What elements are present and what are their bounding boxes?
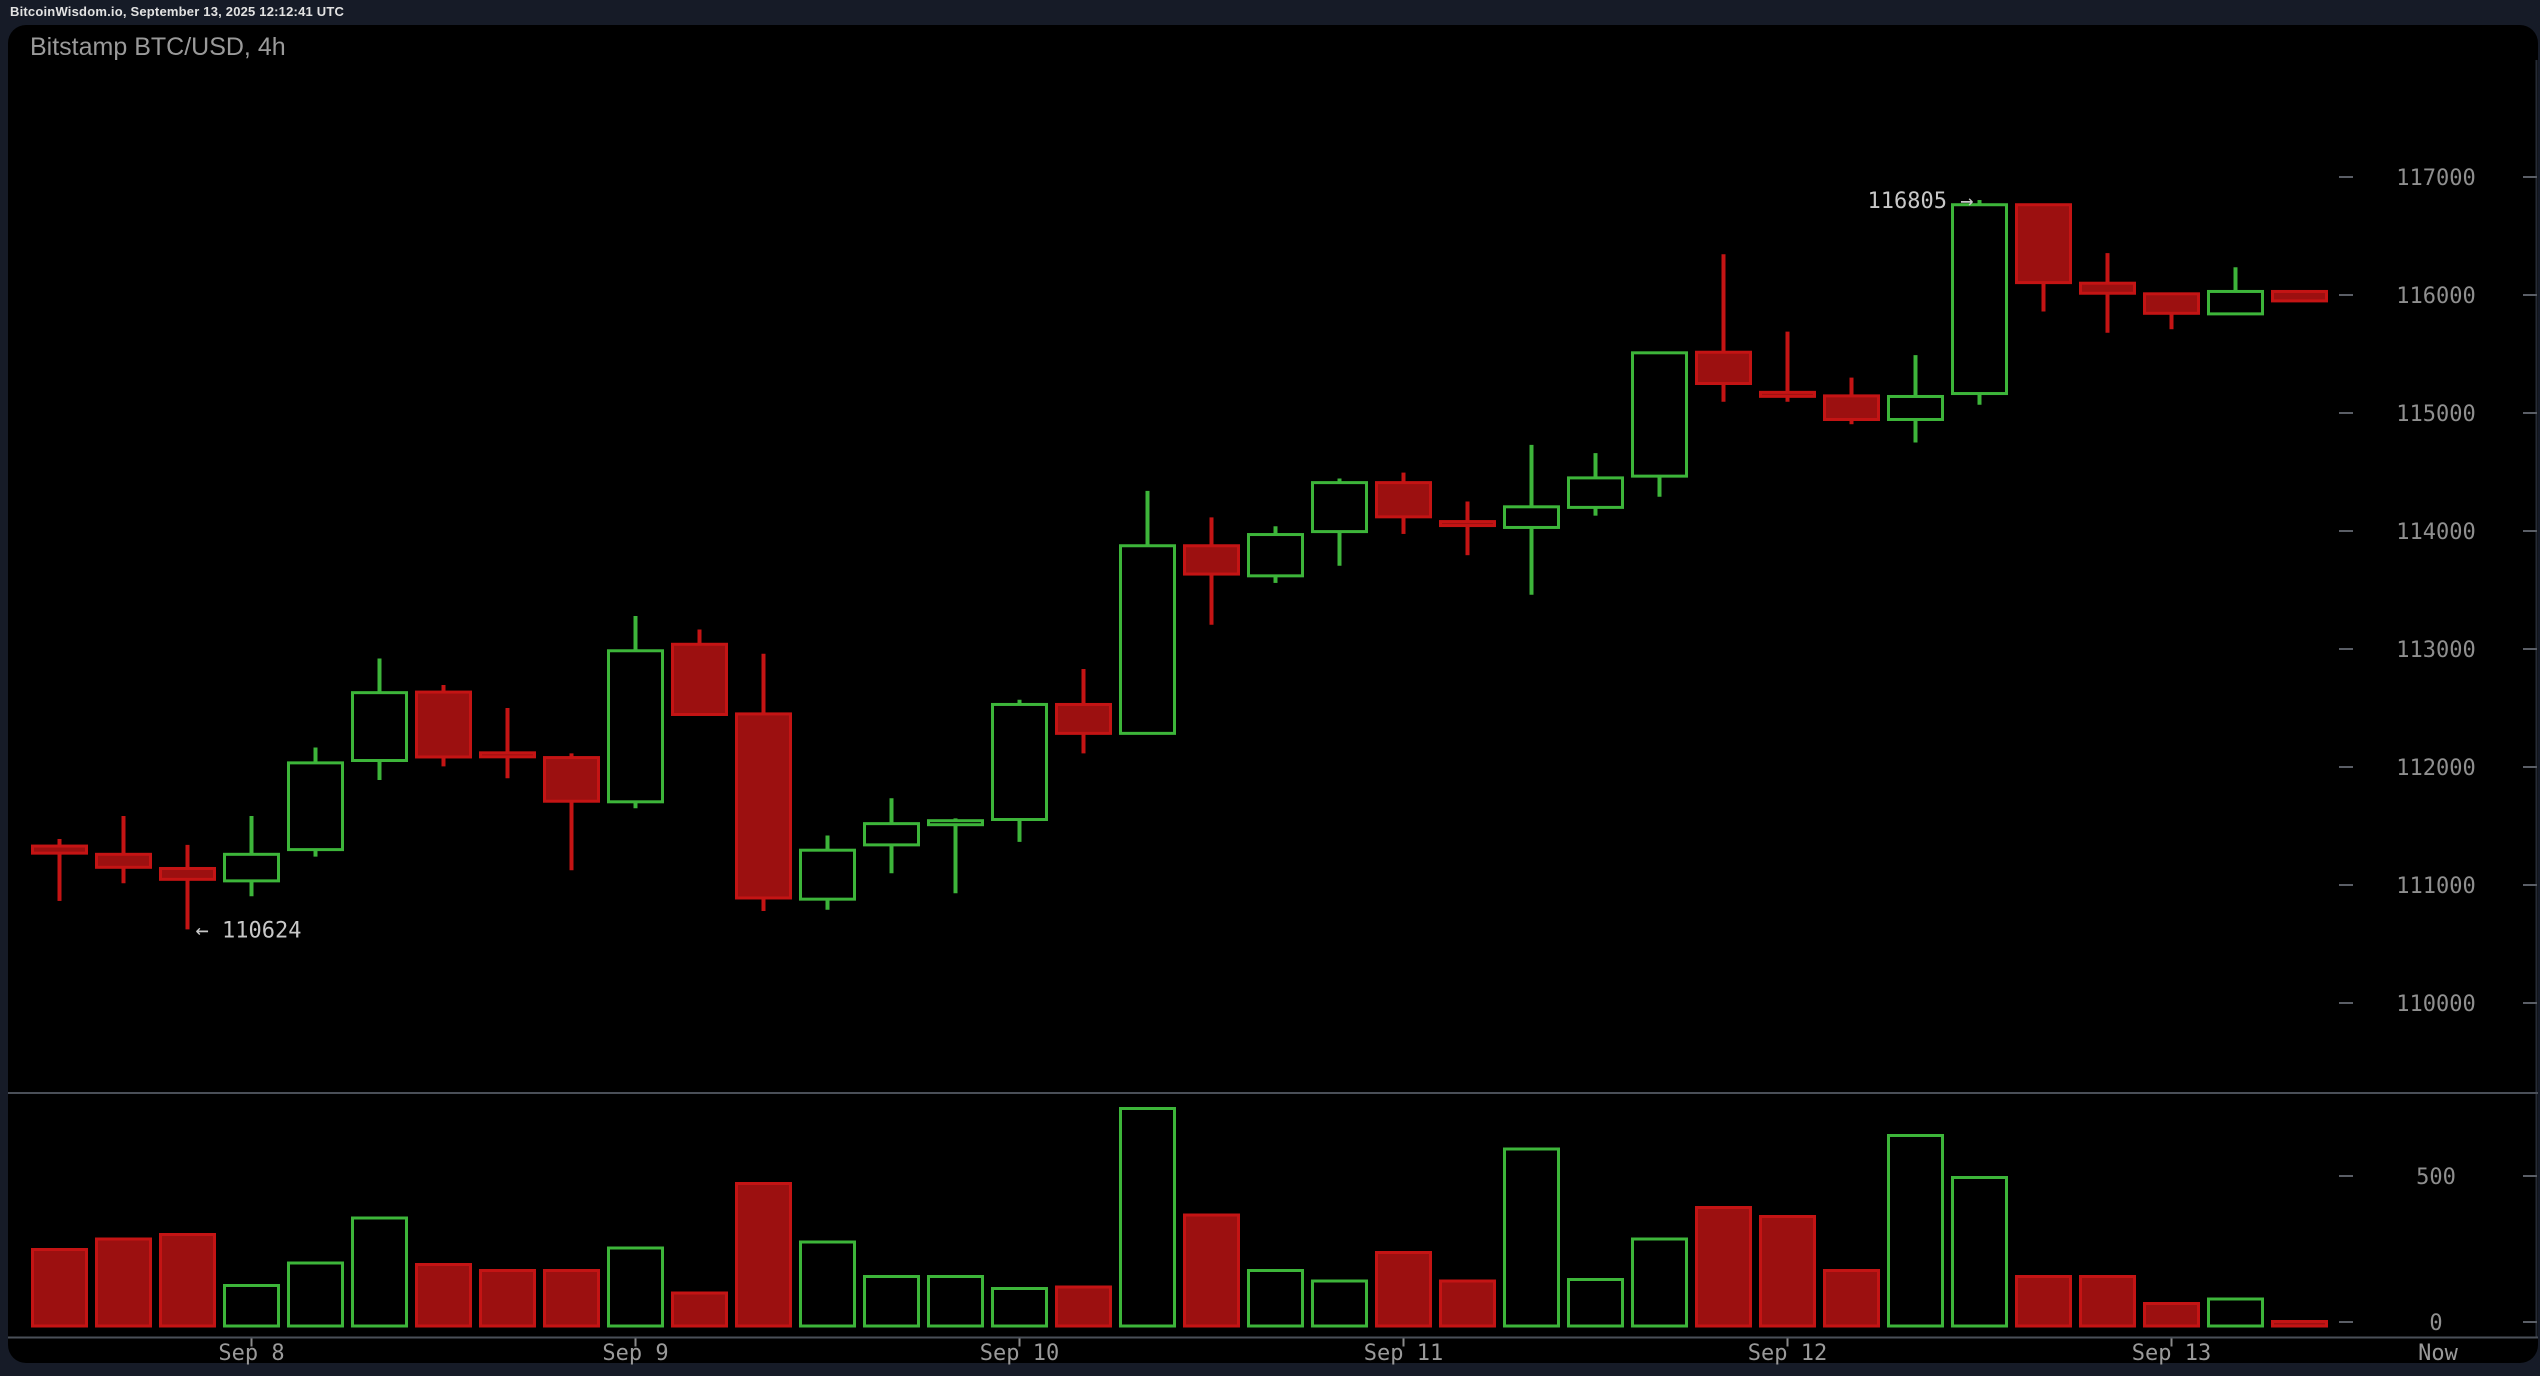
candle-body[interactable] [671, 642, 728, 716]
volume-bar[interactable] [1631, 1237, 1688, 1328]
volume-axis-label: 0 [2429, 1311, 2442, 1336]
volume-bar[interactable] [927, 1275, 984, 1328]
volume-bar[interactable] [863, 1275, 920, 1328]
volume-bar[interactable] [1055, 1285, 1112, 1328]
volume-bar[interactable] [479, 1269, 536, 1328]
volume-bar[interactable] [223, 1284, 280, 1328]
volume-bar[interactable] [2079, 1275, 2136, 1328]
candle-body[interactable] [1759, 390, 1816, 398]
candle-body[interactable] [607, 649, 664, 804]
date-label: Sep 12 [1748, 1341, 1827, 1366]
candle-body[interactable] [287, 761, 344, 852]
volume-bar[interactable] [1311, 1279, 1368, 1328]
price-axis-label: 112000 [2396, 756, 2475, 781]
candle-body[interactable] [1503, 505, 1560, 529]
date-label: Sep 11 [1364, 1341, 1443, 1366]
volume-bar[interactable] [159, 1233, 216, 1328]
volume-bar[interactable] [287, 1261, 344, 1328]
date-label: Sep 13 [2132, 1341, 2211, 1366]
volume-bar[interactable] [735, 1182, 792, 1328]
candle-body[interactable] [1823, 394, 1880, 421]
candle-body[interactable] [1055, 702, 1112, 735]
price-annotation: 116805 → [1868, 189, 1974, 214]
volume-bar[interactable] [1503, 1147, 1560, 1328]
volume-bar[interactable] [351, 1216, 408, 1328]
candle-body[interactable] [31, 844, 88, 855]
candle-body[interactable] [1375, 481, 1432, 519]
candle-body[interactable] [2271, 289, 2328, 303]
volume-bar[interactable] [95, 1237, 152, 1328]
volume-bar[interactable] [1695, 1206, 1752, 1328]
volume-bar[interactable] [1375, 1251, 1432, 1328]
price-annotation: ← 110624 [196, 918, 302, 943]
volume-bar[interactable] [2271, 1320, 2328, 1328]
volume-bar[interactable] [1567, 1278, 1624, 1328]
site-header-status-line: BitcoinWisdom.io, September 13, 2025 12:… [10, 4, 345, 19]
volume-bar[interactable] [1119, 1107, 1176, 1328]
chart-title: Bitstamp BTC/USD, 4h [30, 33, 286, 61]
candle-body[interactable] [735, 712, 792, 900]
candle-body[interactable] [1567, 476, 1624, 509]
price-axis-label: 117000 [2396, 166, 2475, 191]
price-axis-label: 113000 [2396, 638, 2475, 663]
candle-body[interactable] [799, 848, 856, 901]
date-label: Sep 10 [980, 1341, 1059, 1366]
volume-bar[interactable] [543, 1269, 600, 1328]
candle-body[interactable] [1439, 520, 1496, 528]
candle-body[interactable] [2207, 289, 2264, 316]
date-label: Sep 8 [218, 1341, 284, 1366]
candle-body[interactable] [2015, 203, 2072, 285]
volume-bar[interactable] [607, 1246, 664, 1328]
candle-body[interactable] [351, 691, 408, 763]
price-axis-label: 115000 [2396, 402, 2475, 427]
volume-bar[interactable] [2143, 1302, 2200, 1328]
volume-bar[interactable] [2207, 1297, 2264, 1328]
candle-body[interactable] [1631, 351, 1688, 478]
candle-body[interactable] [2143, 292, 2200, 315]
candle-body[interactable] [2079, 281, 2136, 295]
price-axis-label: 111000 [2396, 874, 2475, 899]
volume-bar[interactable] [1823, 1269, 1880, 1328]
candle-body[interactable] [223, 852, 280, 883]
volume-bar[interactable] [2015, 1275, 2072, 1328]
volume-bar[interactable] [799, 1240, 856, 1328]
candle-body[interactable] [863, 822, 920, 847]
candle-body[interactable] [1183, 544, 1240, 576]
candle-body[interactable] [1695, 350, 1752, 386]
volume-bar[interactable] [991, 1287, 1048, 1328]
candle-body[interactable] [1887, 394, 1944, 421]
volume-bar[interactable] [31, 1248, 88, 1328]
volume-bar[interactable] [1183, 1213, 1240, 1328]
date-label: Sep 9 [602, 1341, 668, 1366]
candle-body[interactable] [415, 690, 472, 759]
volume-axis-label: 500 [2416, 1165, 2456, 1190]
volume-bar[interactable] [1887, 1134, 1944, 1328]
now-label: Now [2418, 1341, 2458, 1366]
price-axis-label: 110000 [2396, 992, 2475, 1017]
candle-body[interactable] [991, 702, 1048, 822]
volume-bar[interactable] [671, 1291, 728, 1328]
candle-body[interactable] [1119, 544, 1176, 735]
volume-bar[interactable] [1247, 1269, 1304, 1328]
volume-bar[interactable] [1759, 1215, 1816, 1328]
candle-body[interactable] [1247, 533, 1304, 578]
price-axis-label: 116000 [2396, 284, 2475, 309]
candle-body[interactable] [159, 866, 216, 881]
candle-body[interactable] [1951, 203, 2008, 396]
candle-body[interactable] [927, 819, 984, 827]
candle-body[interactable] [95, 852, 152, 869]
volume-bar[interactable] [1439, 1279, 1496, 1328]
candle-body[interactable] [1311, 481, 1368, 534]
price-axis-label: 114000 [2396, 520, 2475, 545]
candle-body[interactable] [543, 756, 600, 803]
candle-body[interactable] [479, 751, 536, 759]
volume-bar[interactable] [415, 1263, 472, 1328]
volume-bar[interactable] [1951, 1176, 2008, 1328]
